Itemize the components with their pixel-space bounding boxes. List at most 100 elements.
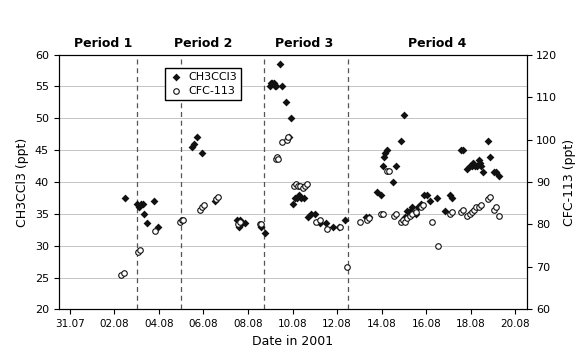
CFC-113 (458, 207, 467, 213)
CFC-113 (494, 213, 503, 219)
CH3CCl3 (292, 195, 302, 201)
CH3CCl3 (190, 141, 199, 147)
CFC-113 (282, 136, 291, 142)
CH3CCl3 (192, 134, 201, 140)
CFC-113 (389, 213, 398, 219)
CFC-113 (283, 134, 292, 140)
CH3CCl3 (240, 221, 249, 226)
CH3CCl3 (257, 223, 266, 229)
CH3CCl3 (362, 214, 371, 220)
CFC-113 (407, 211, 417, 217)
Legend: CH3CCl3, CFC-113: CH3CCl3, CFC-113 (164, 68, 241, 100)
CH3CCl3 (235, 217, 245, 223)
CFC-113 (294, 183, 303, 189)
CH3CCl3 (414, 205, 423, 210)
CFC-113 (302, 181, 312, 187)
CH3CCl3 (132, 201, 141, 207)
CFC-113 (434, 243, 443, 249)
CFC-113 (447, 209, 456, 215)
CH3CCl3 (150, 198, 159, 204)
CH3CCl3 (380, 150, 390, 156)
CFC-113 (445, 211, 455, 217)
CFC-113 (483, 196, 492, 202)
CFC-113 (178, 217, 188, 223)
CH3CCl3 (328, 223, 338, 229)
CH3CCl3 (287, 115, 296, 121)
CH3CCl3 (388, 179, 397, 185)
CH3CCl3 (476, 163, 486, 169)
CH3CCl3 (399, 112, 408, 118)
CH3CCl3 (266, 83, 275, 89)
CH3CCl3 (419, 192, 429, 198)
CH3CCl3 (405, 208, 414, 214)
CH3CCl3 (198, 150, 207, 156)
CH3CCl3 (335, 223, 344, 229)
CFC-113 (378, 211, 387, 217)
CH3CCl3 (470, 163, 480, 169)
CH3CCl3 (483, 138, 492, 143)
CFC-113 (363, 217, 372, 223)
CFC-113 (289, 183, 298, 189)
CH3CCl3 (142, 221, 151, 226)
CFC-113 (396, 219, 405, 225)
CH3CCl3 (260, 230, 269, 236)
CH3CCl3 (396, 138, 405, 143)
CFC-113 (402, 215, 412, 221)
CFC-113 (474, 205, 483, 210)
CH3CCl3 (268, 80, 277, 86)
CH3CCl3 (270, 83, 280, 89)
CH3CCl3 (232, 217, 242, 223)
CFC-113 (356, 219, 365, 225)
CFC-113 (295, 183, 305, 189)
CH3CCl3 (235, 223, 244, 229)
CH3CCl3 (373, 189, 382, 194)
CFC-113 (211, 196, 221, 202)
Text: Period 3: Period 3 (274, 36, 333, 50)
CH3CCl3 (407, 205, 417, 210)
CFC-113 (298, 185, 307, 191)
CFC-113 (116, 273, 126, 278)
CH3CCl3 (469, 160, 478, 166)
CFC-113 (272, 154, 281, 159)
CFC-113 (416, 205, 425, 210)
CFC-113 (427, 219, 436, 225)
CH3CCl3 (269, 80, 278, 86)
CFC-113 (235, 219, 245, 225)
Y-axis label: CH3CCl3 (ppt): CH3CCl3 (ppt) (16, 137, 29, 227)
CFC-113 (322, 226, 332, 232)
CH3CCl3 (402, 208, 412, 214)
CH3CCl3 (210, 198, 219, 204)
CFC-113 (467, 209, 477, 215)
CFC-113 (198, 205, 207, 210)
CFC-113 (472, 205, 481, 210)
CH3CCl3 (447, 195, 456, 201)
CH3CCl3 (121, 195, 130, 201)
CH3CCl3 (271, 83, 280, 89)
CFC-113 (418, 202, 428, 208)
CFC-113 (476, 202, 486, 208)
CH3CCl3 (416, 201, 425, 207)
CH3CCl3 (188, 144, 197, 150)
CFC-113 (135, 247, 144, 253)
CFC-113 (195, 207, 205, 213)
CFC-113 (469, 207, 479, 213)
CH3CCl3 (299, 195, 308, 201)
CH3CCl3 (463, 166, 472, 172)
CFC-113 (400, 219, 410, 225)
CH3CCl3 (465, 163, 474, 169)
CFC-113 (385, 169, 394, 174)
CH3CCl3 (474, 157, 483, 163)
CFC-113 (257, 222, 266, 228)
CFC-113 (213, 194, 222, 200)
CFC-113 (492, 205, 501, 210)
CH3CCl3 (475, 160, 484, 166)
CH3CCl3 (467, 163, 477, 169)
CH3CCl3 (494, 173, 503, 178)
CFC-113 (463, 213, 472, 219)
CFC-113 (342, 264, 352, 270)
Y-axis label: CFC-113 (ppt): CFC-113 (ppt) (563, 138, 576, 226)
Text: Period 2: Period 2 (174, 36, 233, 50)
CFC-113 (411, 209, 421, 215)
CH3CCl3 (433, 195, 442, 201)
CH3CCl3 (340, 217, 350, 223)
